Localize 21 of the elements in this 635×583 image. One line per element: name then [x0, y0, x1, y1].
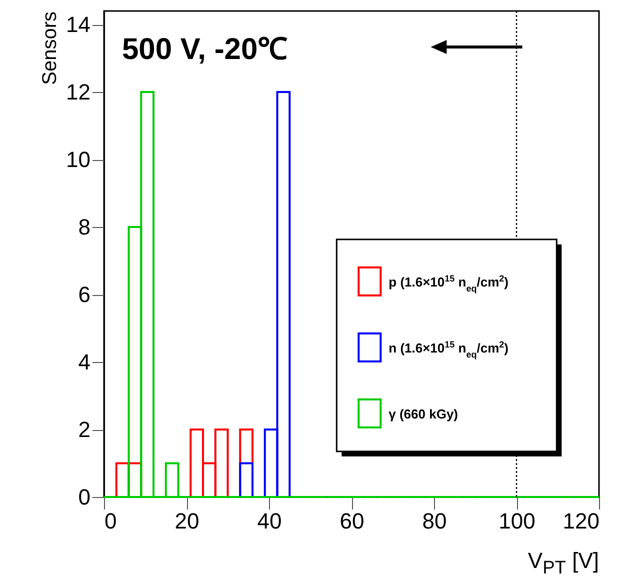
- x-tick-label: 60: [340, 508, 364, 534]
- y-tick-label: 14: [66, 12, 90, 37]
- y-axis-title: Sensors: [39, 12, 62, 85]
- legend-label: n (1.6×10$^{15}$ n$_{eq}$/cm$^{2}$): [388, 339, 509, 360]
- x-tick-label: 100: [498, 508, 536, 534]
- legend-label: γ (660 kGy): [388, 406, 458, 422]
- x-tick-label: 0: [104, 508, 117, 534]
- y-tick-label: 6: [78, 282, 90, 307]
- x-tick-label: 120: [562, 508, 600, 534]
- x-tick-label: 80: [422, 508, 447, 534]
- legend-label: p (1.6×10$^{15}$ n$_{eq}$/cm$^{2}$): [388, 273, 509, 294]
- x-tick-label: 40: [257, 508, 282, 534]
- x-axis-title: V$_{PT}$ [V]: [528, 548, 599, 578]
- x-tick-label: 20: [174, 508, 200, 534]
- annotation: 500 V, -20℃: [122, 32, 288, 68]
- y-tick-label: 12: [66, 80, 90, 104]
- y-tick-label: 8: [78, 214, 90, 240]
- y-tick-label: 10: [66, 147, 90, 172]
- y-tick-label: 4: [78, 350, 90, 374]
- y-tick-label: 2: [78, 417, 90, 442]
- y-tick-label: 0: [78, 484, 90, 510]
